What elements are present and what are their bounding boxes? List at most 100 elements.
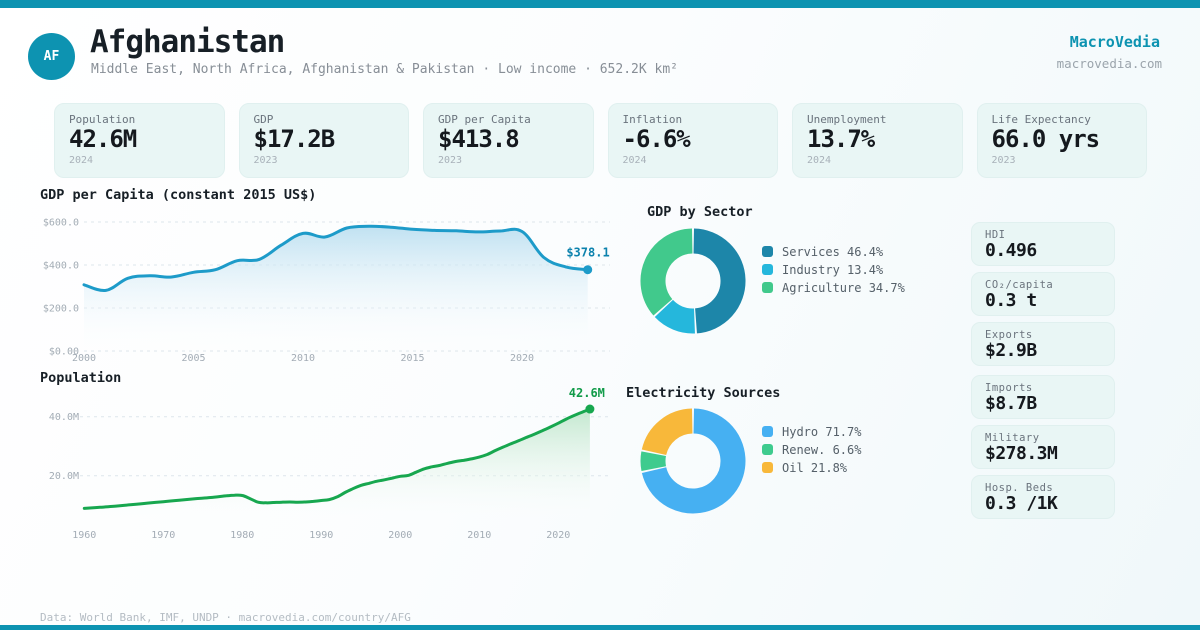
stat-label: GDP <box>253 113 274 126</box>
line-path <box>82 224 590 293</box>
brand-domain: macrovedia.com <box>1056 56 1162 71</box>
y-tick-label: $600.0 <box>43 218 79 229</box>
stat-value: -6.6% <box>622 125 691 153</box>
side-card-value: 0.3 t <box>985 290 1037 311</box>
x-tick-label: 2000 <box>72 353 96 364</box>
stat-value: 13.7% <box>807 125 875 153</box>
legend-swatch-icon <box>762 282 773 293</box>
stat-value: $17.2B <box>253 125 336 153</box>
donut-segment-agriculture <box>640 228 694 316</box>
y-tick-label: $200.0 <box>43 304 79 315</box>
legend-item: Renew. 6.6% <box>762 442 862 457</box>
donut-segment-renew <box>640 451 667 472</box>
electricity-title: Electricity Sources <box>626 385 781 401</box>
stat-card: Inflation -6.6% 2024 <box>607 103 778 178</box>
stat-year: 2024 <box>69 154 94 166</box>
page-title: Afghanistan <box>90 24 285 60</box>
end-dot <box>583 265 593 275</box>
stat-year: 2024 <box>622 154 647 166</box>
stat-card: Life Expectancy 66.0 yrs 2023 <box>976 103 1147 178</box>
x-tick-label: 2010 <box>291 353 315 364</box>
stat-year: 2024 <box>807 154 832 166</box>
x-tick-label: 2000 <box>388 530 412 541</box>
stat-value: $413.8 <box>438 125 520 153</box>
donut-segment-oil <box>641 408 694 456</box>
x-tick-label: 2010 <box>467 530 491 541</box>
side-card-label: Exports <box>985 329 1033 341</box>
legend-swatch-icon <box>762 444 773 455</box>
stat-label: GDP per Capita <box>438 113 531 126</box>
legend-label: Services 46.4% <box>782 244 884 259</box>
stat-label: Inflation <box>622 113 683 126</box>
legend-label: Renew. 6.6% <box>782 442 862 457</box>
side-card-value: 0.3 /1K <box>985 493 1058 514</box>
area-fill <box>84 226 588 351</box>
x-tick-label: 2005 <box>181 353 205 364</box>
stats-row: Population 42.6M 2024 GDP $17.2B 2023 GD… <box>54 103 1147 178</box>
x-tick-label: 1960 <box>72 530 96 541</box>
end-value-label: $378.1 <box>566 246 609 260</box>
side-card-label: CO₂/capita <box>985 279 1054 291</box>
side-card: CO₂/capita 0.3 t <box>971 272 1115 316</box>
country-code: AF <box>43 49 60 64</box>
side-card-label: Imports <box>985 382 1033 394</box>
stat-value: 42.6M <box>69 125 137 153</box>
side-card: Military $278.3M <box>971 425 1115 469</box>
side-card-label: HDI <box>985 229 1006 241</box>
stat-year: 2023 <box>253 154 278 166</box>
x-tick-label: 2020 <box>546 530 570 541</box>
legend-label: Oil 21.8% <box>782 460 848 475</box>
donut-segment-hydro <box>641 408 746 514</box>
side-card-value: $278.3M <box>985 443 1058 464</box>
gdp-by-sector-donut <box>640 228 746 334</box>
brand-name: MacroVedia <box>1069 33 1160 51</box>
legend-swatch-icon <box>762 264 773 275</box>
stat-card: Population 42.6M 2024 <box>54 103 225 178</box>
area-fill <box>84 409 590 522</box>
y-tick-label: $0.00 <box>49 347 79 358</box>
side-card-label: Military <box>985 432 1040 444</box>
country-badge: AF <box>28 33 75 80</box>
electricity-legend: Hydro 71.7% Renew. 6.6% Oil 21.8% <box>762 424 862 475</box>
donut-segment-services <box>692 228 746 334</box>
legend-label: Industry 13.4% <box>782 262 884 277</box>
legend-item: Services 46.4% <box>762 244 905 259</box>
end-dot <box>585 404 595 414</box>
end-value-label: 42.6M <box>569 388 605 400</box>
stat-card: GDP per Capita $413.8 2023 <box>423 103 594 178</box>
side-card-value: 0.496 <box>985 240 1037 261</box>
stat-card: GDP $17.2B 2023 <box>238 103 409 178</box>
legend-item: Industry 13.4% <box>762 262 905 277</box>
y-tick-label: 20.0M <box>49 471 79 482</box>
side-card: Exports $2.9B <box>971 322 1115 366</box>
donut-segment-industry <box>654 299 695 334</box>
y-tick-label: $400.0 <box>43 261 79 272</box>
legend-item: Agriculture 34.7% <box>762 280 905 295</box>
stat-value: 66.0 yrs <box>991 125 1101 153</box>
legend-label: Hydro 71.7% <box>782 424 862 439</box>
legend-swatch-icon <box>762 462 773 473</box>
legend-swatch-icon <box>762 426 773 437</box>
gdp-per-capita-chart: $0.00 $200.0 $400.0 $600.0 2000 2005 2010 2015 2… <box>43 218 610 364</box>
side-card-value: $2.9B <box>985 340 1037 361</box>
y-tick-label: 40.0M <box>49 412 79 423</box>
gdp-chart-title: GDP per Capita (constant 2015 US$) <box>40 187 317 203</box>
gdp-sector-title: GDP by Sector <box>647 204 753 220</box>
stat-label: Population <box>69 113 136 126</box>
legend-label: Agriculture 34.7% <box>782 280 905 295</box>
line-path <box>82 407 592 510</box>
top-accent-bar <box>0 0 1200 8</box>
footer-text: Data: World Bank, IMF, UNDP · macrovedia… <box>40 611 411 624</box>
side-card: Imports $8.7B <box>971 375 1115 419</box>
x-tick-label: 2020 <box>510 353 534 364</box>
x-tick-label: 1970 <box>151 530 175 541</box>
stat-year: 2023 <box>438 154 463 166</box>
side-card: HDI 0.496 <box>971 222 1115 266</box>
gdp-sector-legend: Services 46.4% Industry 13.4% Agricultur… <box>762 244 905 295</box>
x-tick-label: 1980 <box>230 530 254 541</box>
electricity-sources-donut <box>640 408 746 514</box>
legend-item: Hydro 71.7% <box>762 424 862 439</box>
page-subtitle: Middle East, North Africa, Afghanistan &… <box>91 62 678 77</box>
legend-item: Oil 21.8% <box>762 460 861 475</box>
